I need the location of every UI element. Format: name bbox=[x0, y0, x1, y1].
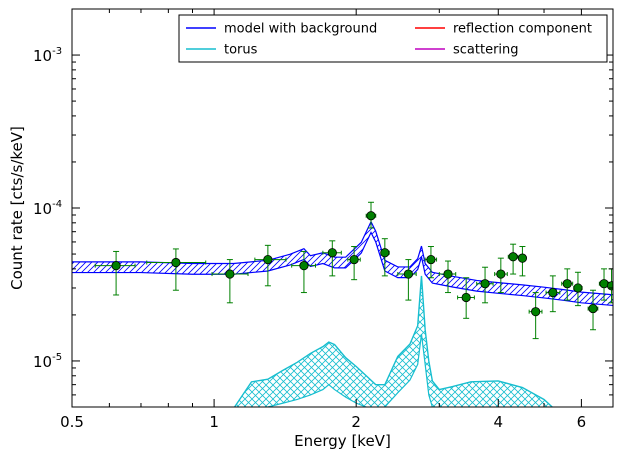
data-point bbox=[561, 268, 574, 301]
data-point bbox=[94, 250, 136, 296]
data-marker bbox=[349, 254, 359, 265]
x-tick-label: 1 bbox=[209, 413, 219, 431]
torus-band bbox=[234, 275, 553, 407]
data-point bbox=[211, 259, 249, 304]
data-point bbox=[380, 238, 390, 277]
data-points-layer bbox=[94, 201, 613, 340]
y-tick-exponent: -5 bbox=[52, 352, 62, 363]
data-point bbox=[494, 257, 508, 294]
axis-ticks bbox=[71, 9, 613, 407]
data-point bbox=[365, 201, 377, 229]
data-marker bbox=[573, 283, 583, 293]
y-tick-base: 10 bbox=[33, 200, 52, 218]
legend-label: scattering bbox=[453, 43, 519, 58]
data-point bbox=[254, 244, 287, 287]
legend-box bbox=[178, 14, 608, 63]
y-tick-exponent: -3 bbox=[52, 46, 62, 57]
data-marker bbox=[517, 253, 528, 263]
data-marker bbox=[263, 254, 273, 265]
legend-label: reflection component bbox=[453, 22, 592, 37]
data-marker bbox=[531, 307, 541, 317]
data-point bbox=[606, 268, 613, 304]
data-point bbox=[545, 275, 561, 313]
torus-line-lower bbox=[264, 333, 435, 407]
data-point bbox=[598, 268, 610, 301]
data-point bbox=[528, 292, 543, 340]
data-point bbox=[322, 240, 342, 277]
x-tick-label: 0.5 bbox=[60, 413, 84, 431]
legend-label: model with background bbox=[224, 22, 377, 37]
x-tick-labels: 0.5 1 2 4 6 bbox=[60, 413, 586, 431]
data-marker bbox=[426, 254, 436, 265]
data-marker bbox=[111, 261, 121, 271]
data-marker bbox=[599, 279, 609, 289]
data-marker bbox=[171, 257, 181, 268]
data-point bbox=[291, 250, 317, 294]
data-marker bbox=[508, 252, 518, 262]
torus-layer bbox=[233, 275, 554, 407]
data-point bbox=[517, 246, 528, 277]
y-tick-labels: 10-510-410-3 bbox=[33, 46, 62, 371]
y-tick-exponent: -4 bbox=[52, 199, 62, 210]
model-band bbox=[72, 221, 613, 306]
torus-line-upper bbox=[233, 275, 554, 407]
data-marker bbox=[380, 248, 390, 258]
y-tick-label: 10-5 bbox=[33, 352, 62, 371]
data-marker bbox=[588, 303, 598, 314]
data-point bbox=[476, 266, 494, 304]
y-tick-label: 10-4 bbox=[33, 199, 62, 218]
model-layer bbox=[72, 220, 613, 307]
legend-items: model with background torus reflection com… bbox=[186, 22, 592, 58]
legend: model with background torus reflection com… bbox=[178, 14, 608, 63]
data-marker bbox=[327, 248, 337, 258]
data-marker bbox=[606, 281, 613, 291]
data-point bbox=[397, 259, 417, 301]
data-marker bbox=[480, 279, 490, 289]
x-tick-label: 6 bbox=[577, 413, 587, 431]
data-point bbox=[438, 260, 457, 294]
data-marker bbox=[443, 269, 453, 279]
y-tick-label: 10-3 bbox=[33, 46, 62, 65]
x-axis-label: Energy [keV] bbox=[294, 432, 391, 450]
x-tick-label: 2 bbox=[351, 413, 361, 431]
data-marker bbox=[225, 269, 235, 279]
y-axis-label: Count rate [cts/s/keV] bbox=[8, 126, 26, 290]
data-marker bbox=[403, 269, 413, 279]
data-marker bbox=[496, 269, 506, 279]
data-point bbox=[457, 277, 475, 319]
data-marker bbox=[562, 279, 572, 289]
data-marker bbox=[299, 261, 309, 271]
data-point bbox=[507, 243, 519, 275]
data-point bbox=[587, 289, 599, 331]
data-marker bbox=[366, 211, 376, 221]
plot-frame bbox=[71, 8, 614, 408]
data-point bbox=[424, 246, 438, 279]
y-tick-base: 10 bbox=[33, 353, 52, 371]
y-tick-base: 10 bbox=[33, 47, 52, 65]
data-point bbox=[347, 246, 361, 281]
legend-label: torus bbox=[224, 43, 258, 58]
data-marker bbox=[548, 287, 558, 298]
data-point bbox=[573, 271, 583, 307]
data-marker bbox=[461, 292, 471, 303]
x-tick-label: 4 bbox=[494, 413, 504, 431]
data-point bbox=[146, 248, 207, 291]
